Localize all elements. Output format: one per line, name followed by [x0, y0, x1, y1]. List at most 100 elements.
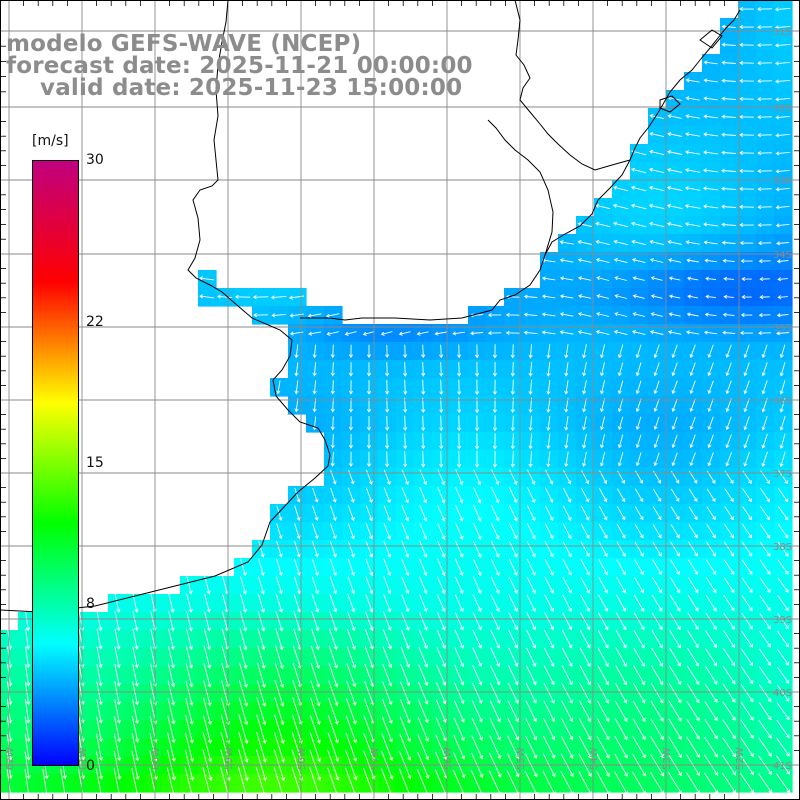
wind-arrow: [635, 398, 642, 413]
wind-arrow: [757, 61, 773, 66]
wind-arrow: [704, 665, 718, 685]
wind-arrow: [614, 718, 628, 741]
wind-arrow: [687, 294, 699, 299]
wind-arrow: [689, 398, 696, 412]
wind-arrow: [526, 505, 536, 522]
wind-arrow: [739, 132, 755, 137]
wind-arrow: [543, 665, 555, 686]
wind-arrow: [238, 680, 249, 707]
wind-arrow: [667, 239, 682, 245]
wind-arrow: [421, 433, 426, 450]
wind-arrow: [653, 362, 660, 377]
latitude-label: 41S: [773, 761, 792, 772]
wind-arrow: [759, 577, 771, 594]
wind-arrow: [724, 541, 735, 557]
wind-arrow: [309, 714, 321, 744]
longitude-label: 52W: [735, 747, 746, 770]
wind-arrow: [96, 733, 104, 762]
wind-arrow: [328, 697, 339, 725]
wind-arrow: [400, 646, 411, 668]
wind-arrow: [507, 700, 519, 723]
wind-arrow: [257, 628, 266, 651]
wind-arrow: [490, 594, 500, 613]
wind-arrow: [595, 221, 611, 228]
wind-arrow: [419, 576, 428, 595]
wind-arrow: [457, 361, 462, 377]
wind-arrow: [346, 646, 357, 669]
wind-arrow: [455, 522, 464, 540]
wind-arrow: [508, 647, 519, 667]
wind-arrow: [311, 628, 320, 651]
wind-arrow: [274, 662, 285, 688]
wind-arrow: [401, 576, 410, 595]
wind-arrow: [776, 666, 790, 684]
wind-arrow: [199, 276, 215, 281]
wind-arrow: [761, 344, 768, 359]
coastline: [0, 0, 741, 613]
wind-arrow: [705, 559, 717, 576]
wind-arrow: [649, 131, 665, 138]
wind-arrow: [577, 239, 592, 245]
wind-arrow: [492, 379, 497, 396]
wind-arrow: [543, 700, 555, 723]
wind-arrow: [634, 577, 645, 594]
wind-arrow: [383, 594, 392, 613]
wind-arrow: [24, 734, 31, 761]
wind-arrow: [599, 398, 606, 413]
wind-arrow: [761, 433, 768, 449]
wind-arrow: [632, 771, 646, 795]
wind-arrow: [650, 718, 664, 741]
wind-arrow: [687, 612, 699, 630]
wind-arrow: [562, 559, 572, 576]
wind-arrow: [257, 576, 265, 595]
wind-arrow: [613, 239, 628, 246]
wind-arrow: [490, 612, 500, 631]
wind-arrow: [759, 541, 771, 557]
wind-arrow: [365, 558, 374, 577]
wind-arrow: [725, 434, 732, 449]
wind-arrow: [528, 415, 533, 432]
wind-arrow: [113, 733, 122, 762]
wind-arrow: [546, 344, 551, 359]
wind-arrow: [328, 628, 338, 651]
wind-arrow: [510, 415, 515, 432]
wind-arrow: [472, 576, 482, 594]
wind-arrow: [596, 771, 610, 796]
wind-arrow: [276, 523, 283, 540]
wind-arrow: [741, 630, 753, 648]
wind-arrow: [685, 78, 700, 83]
wind-arrow: [25, 611, 31, 632]
wind-arrow: [721, 78, 736, 83]
wind-arrow: [707, 434, 714, 449]
wind-arrow: [474, 379, 480, 396]
wind-arrow: [705, 594, 717, 612]
wind-arrow: [454, 629, 464, 649]
wind-arrow: [560, 735, 574, 759]
wind-arrow: [418, 647, 429, 668]
latitude-label: 33S: [773, 176, 792, 187]
wind-arrow: [470, 331, 484, 336]
wind-arrow: [24, 681, 31, 706]
wind-arrow: [723, 648, 736, 667]
wind-arrow: [635, 380, 642, 395]
wind-arrow: [739, 186, 755, 191]
wind-arrow: [689, 452, 696, 467]
wind-arrow: [739, 42, 754, 47]
wind-arrow: [759, 277, 770, 282]
wind-arrow: [366, 380, 372, 395]
wind-arrow: [741, 577, 753, 594]
wind-arrow: [492, 344, 498, 359]
wind-arrow: [706, 506, 716, 521]
wind-arrow: [634, 488, 644, 503]
wind-arrow: [614, 771, 628, 795]
wind-arrow: [132, 593, 139, 613]
wind-arrow: [403, 451, 408, 468]
wind-arrow: [184, 732, 195, 763]
wind-arrow: [312, 505, 319, 521]
wind-arrow: [613, 221, 629, 228]
wind-arrow: [114, 629, 121, 650]
wind-arrow: [707, 398, 714, 413]
wind-arrow: [685, 330, 700, 335]
wind-arrow: [492, 361, 497, 377]
